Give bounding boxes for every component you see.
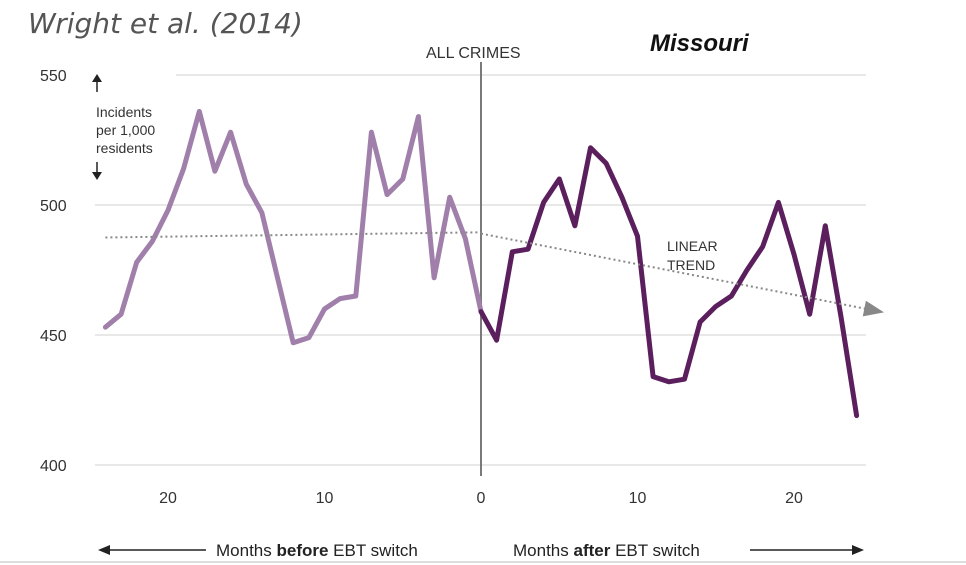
state-label: Missouri (650, 30, 750, 57)
y-axis-ticks: 400 450 500 550 (40, 68, 67, 475)
citation: Wright et al. (2014) (28, 7, 303, 40)
caption-after-emphasis: after (573, 541, 610, 560)
trend-label-line-1: LINEAR (667, 238, 718, 254)
y-label-line-1: Incidents (96, 104, 152, 120)
caption-before-prefix: Months (216, 541, 276, 560)
x-tick--20: 20 (159, 490, 177, 507)
caption-after-suffix: EBT switch (610, 541, 699, 560)
x-tick-20: 20 (785, 490, 803, 507)
y-label-line-2: per 1,000 (96, 122, 155, 138)
series-after (478, 145, 860, 419)
trend-label-line-2: TREND (667, 257, 715, 273)
series-before (102, 108, 484, 346)
x-axis-ticks: 20 10 0 10 20 (159, 490, 803, 507)
right-arrow-icon (852, 545, 864, 555)
y-tick-550: 550 (40, 68, 67, 85)
series-linear-trend-before (105, 231, 482, 239)
x-tick-0: 0 (477, 490, 486, 507)
svg-text:Months after EBT switch: Months after EBT switch (513, 541, 700, 560)
x-tick--10: 10 (316, 490, 334, 507)
x-caption-before: Months before EBT switch (98, 541, 418, 560)
caption-before-emphasis: before (276, 541, 328, 560)
y-axis-label: Incidents per 1,000 residents (92, 74, 155, 180)
caption-after-prefix: Months (513, 541, 573, 560)
down-arrowhead-icon (92, 172, 102, 180)
y-tick-400: 400 (40, 458, 67, 475)
caption-before-suffix: EBT switch (328, 541, 417, 560)
trend-arrowhead-icon (862, 300, 884, 317)
event-label: ALL CRIMES (426, 45, 521, 62)
y-tick-450: 450 (40, 328, 67, 345)
y-tick-500: 500 (40, 198, 67, 215)
y-label-line-3: residents (96, 140, 153, 156)
x-caption-after: Months after EBT switch (513, 541, 864, 560)
series-layer (102, 108, 884, 419)
left-arrow-icon (98, 545, 110, 555)
up-arrowhead-icon (92, 74, 102, 82)
svg-text:Months before EBT switch: Months before EBT switch (216, 541, 418, 560)
x-tick-10: 10 (629, 490, 647, 507)
